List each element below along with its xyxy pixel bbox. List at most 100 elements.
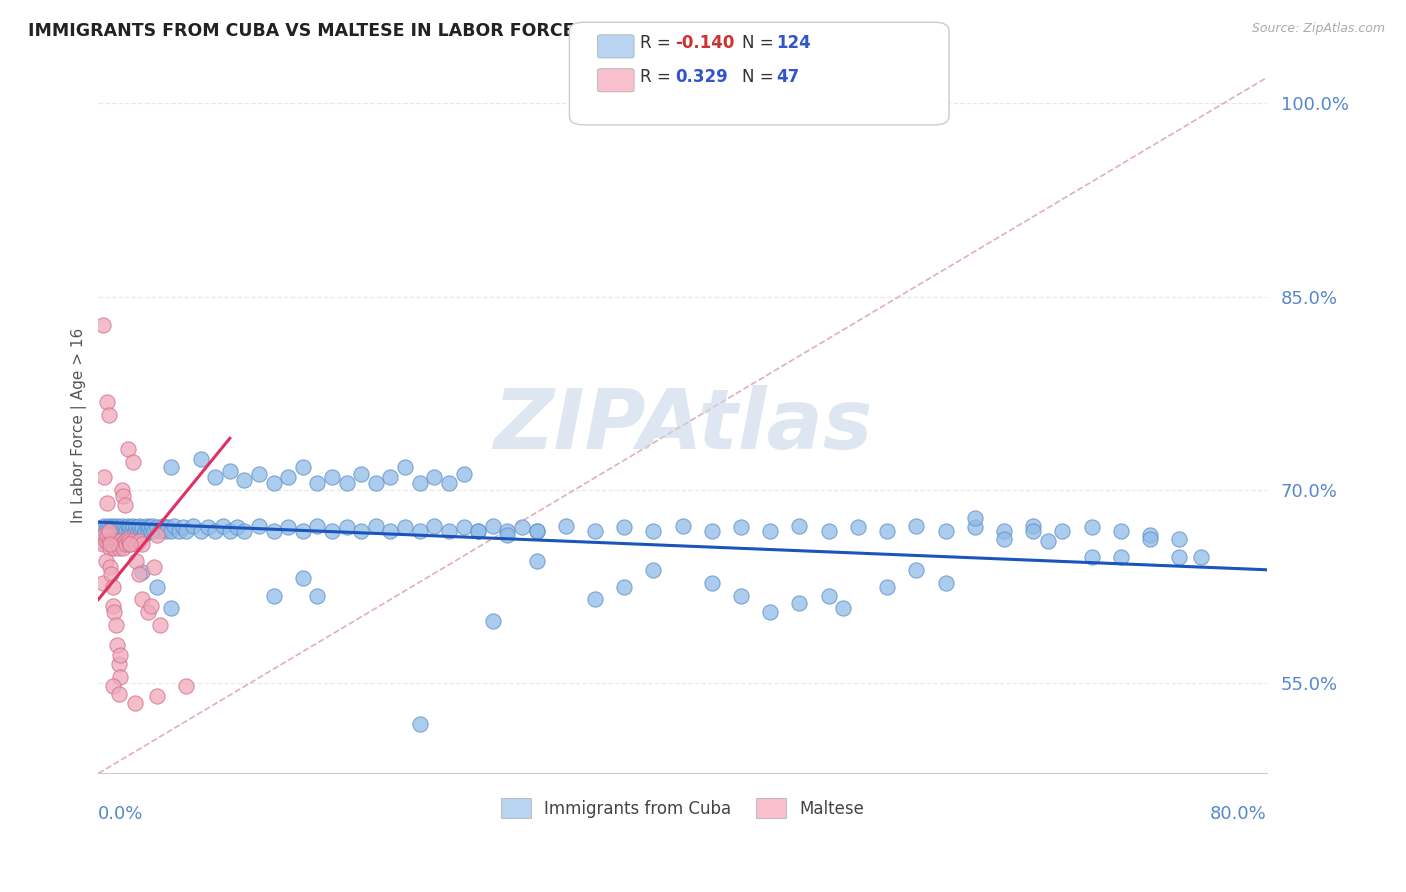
Point [104, 534, 127, 549]
Point [935, 575, 957, 590]
Point [125, 554, 148, 568]
Point [97, 524, 120, 538]
Point [120, 537, 142, 551]
Point [105, 519, 128, 533]
Point [817, 524, 839, 538]
Point [409, 717, 432, 731]
Point [103, 541, 125, 555]
Point [105, 638, 128, 652]
Point [583, 592, 606, 607]
Point [554, 519, 576, 533]
Point [467, 524, 489, 538]
Point [125, 520, 148, 534]
Point [114, 520, 136, 534]
Point [204, 470, 226, 484]
Point [730, 520, 752, 534]
Text: IMMIGRANTS FROM CUBA VS MALTESE IN LABOR FORCE | AGE > 16 CORRELATION CHART: IMMIGRANTS FROM CUBA VS MALTESE IN LABOR… [28, 22, 898, 40]
Point [1080, 520, 1102, 534]
Point [149, 618, 172, 632]
Point [409, 476, 432, 491]
Point [832, 601, 855, 615]
Point [131, 520, 153, 534]
Point [141, 519, 163, 533]
Point [136, 524, 159, 538]
Point [1189, 549, 1212, 564]
Point [876, 524, 898, 538]
Point [112, 541, 135, 555]
Point [700, 524, 723, 538]
Point [100, 520, 122, 534]
Point [124, 524, 146, 538]
Point [117, 442, 139, 456]
Point [321, 524, 343, 538]
Point [122, 519, 145, 533]
Point [101, 679, 124, 693]
Point [101, 599, 124, 613]
Text: 0.329: 0.329 [675, 68, 728, 86]
Point [277, 470, 299, 484]
Point [98, 524, 121, 538]
Point [100, 566, 122, 581]
Point [149, 524, 172, 538]
Point [112, 489, 135, 503]
Point [197, 520, 219, 534]
Point [93, 470, 115, 484]
Point [453, 467, 475, 482]
Point [364, 476, 387, 491]
Point [190, 524, 212, 538]
Point [700, 575, 723, 590]
Point [157, 520, 180, 534]
Point [409, 524, 432, 538]
Point [146, 689, 169, 703]
Point [98, 560, 121, 574]
Point [307, 519, 329, 533]
Text: 124: 124 [776, 34, 811, 52]
Legend: Immigrants from Cuba, Maltese: Immigrants from Cuba, Maltese [494, 792, 872, 824]
Point [263, 476, 285, 491]
Point [105, 524, 128, 538]
Point [905, 519, 928, 533]
Text: R =: R = [640, 34, 676, 52]
Point [97, 408, 120, 422]
Point [131, 592, 153, 607]
Point [146, 528, 169, 542]
Point [104, 618, 127, 632]
Point [117, 532, 139, 546]
Point [496, 524, 519, 538]
Point [94, 524, 117, 538]
Point [94, 534, 117, 549]
Point [174, 524, 197, 538]
Point [124, 696, 146, 710]
Point [110, 524, 132, 538]
Point [155, 524, 177, 538]
Point [1080, 549, 1102, 564]
Point [112, 524, 135, 538]
Point [114, 534, 136, 549]
Point [111, 483, 134, 497]
Point [135, 519, 157, 533]
Point [963, 520, 986, 534]
Point [993, 532, 1015, 546]
Point [218, 464, 240, 478]
Point [93, 519, 115, 533]
Point [120, 520, 142, 534]
Point [163, 519, 186, 533]
Point [101, 580, 124, 594]
Point [277, 520, 299, 534]
Point [730, 589, 752, 603]
Point [101, 524, 124, 538]
Point [134, 524, 156, 538]
Point [876, 580, 898, 594]
Point [905, 563, 928, 577]
Point [104, 524, 127, 538]
Point [97, 534, 120, 549]
Point [181, 519, 204, 533]
Point [510, 520, 533, 534]
Point [291, 524, 314, 538]
Point [307, 589, 329, 603]
Point [321, 470, 343, 484]
Point [336, 476, 359, 491]
Text: 47: 47 [776, 68, 800, 86]
Point [103, 605, 125, 619]
Point [263, 589, 285, 603]
